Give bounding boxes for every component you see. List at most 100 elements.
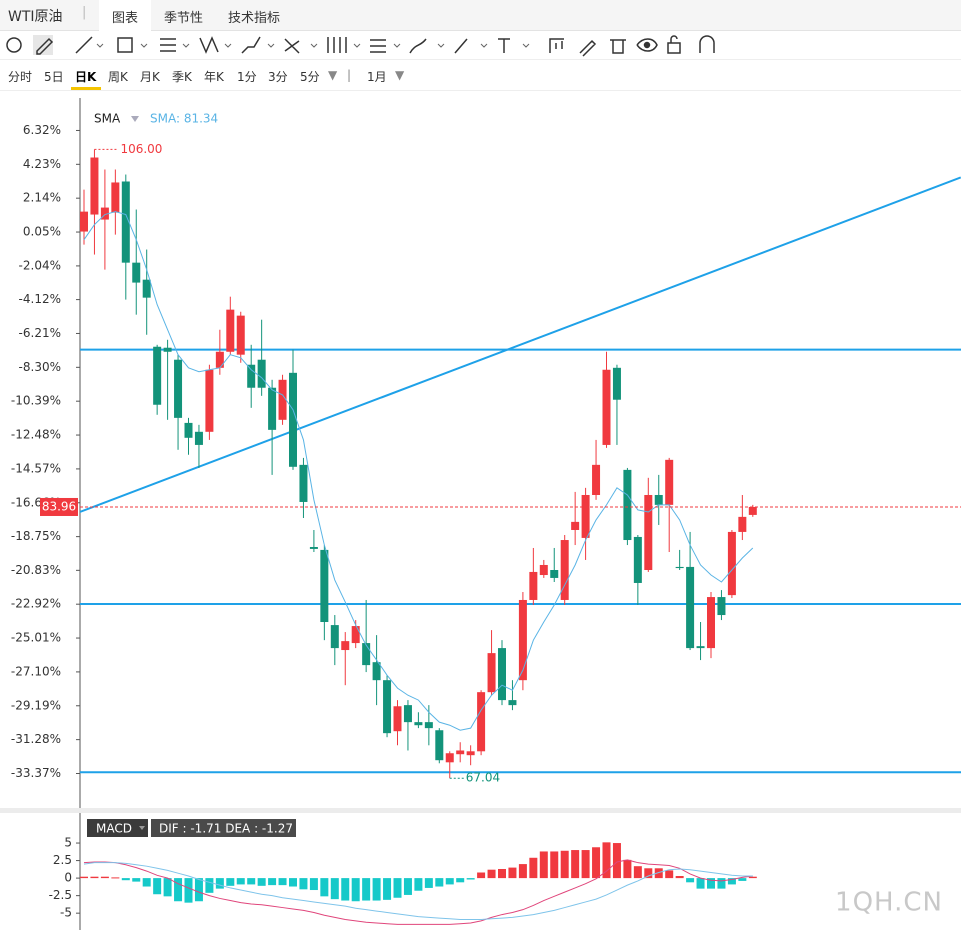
y-tick-label: -20.83% — [11, 563, 61, 577]
candle-body — [372, 662, 381, 681]
period[interactable]: 周K — [108, 70, 128, 84]
candle-body — [748, 506, 757, 515]
macd-bar — [571, 850, 580, 879]
period[interactable]: 季K — [172, 70, 192, 84]
dropdown-arrow[interactable]: ▼ — [395, 68, 405, 82]
macd-bar — [602, 842, 611, 879]
macd-bar — [153, 878, 162, 895]
candle-body — [121, 181, 130, 263]
candle-body — [498, 648, 506, 701]
macd-bar — [748, 876, 757, 879]
last-price-label: 83.96 — [42, 499, 76, 513]
period[interactable]: 月K — [140, 70, 160, 84]
candle-body — [299, 464, 308, 502]
macd-bar — [414, 878, 423, 891]
candle-body — [174, 359, 183, 418]
candle-body — [142, 279, 151, 298]
period[interactable]: 5分 — [300, 70, 320, 84]
macd-bar — [518, 864, 527, 879]
candle-body — [571, 521, 580, 530]
y-tick-label: -4.12% — [19, 292, 61, 306]
macd-bar — [393, 878, 402, 898]
period[interactable]: 3分 — [268, 70, 288, 84]
dropdown-arrow[interactable]: ▼ — [328, 68, 338, 82]
y-tick-label: -8.30% — [19, 360, 61, 374]
macd-bar — [80, 876, 88, 879]
macd-arrow — [139, 826, 145, 830]
macd-bar — [623, 859, 632, 879]
macd-bar — [163, 878, 172, 897]
candle-body — [686, 566, 695, 649]
macd-bar — [529, 857, 538, 879]
y-tick-label: -29.19% — [11, 698, 61, 712]
y-tick-label: -10.39% — [11, 394, 61, 408]
macd-title: MACD — [96, 822, 132, 836]
y-tick-label: 0.05% — [23, 225, 61, 239]
candle-body — [153, 346, 162, 405]
macd-bar — [633, 866, 642, 879]
y-tick-label: 0 — [64, 871, 72, 885]
macd-bar — [477, 872, 486, 879]
macd-bar — [90, 876, 99, 879]
period[interactable]: 5日 — [44, 70, 64, 84]
macd-label-box — [151, 819, 296, 837]
period-active[interactable]: 日K — [75, 70, 97, 84]
period[interactable]: 分时 — [8, 70, 33, 84]
active-tab-bg — [99, 0, 151, 31]
macd-bar — [351, 878, 360, 902]
macd-bar — [257, 878, 266, 886]
y-tick-label: -6.21% — [19, 326, 61, 340]
tab[interactable]: 图表 — [112, 11, 139, 26]
period-bar: 分时 5日 日K 周K 月K 季K 年K 1分 3分 5分 ▼ | 1月 ▼ — [0, 60, 961, 91]
dropdown-arrows — [96, 43, 530, 48]
macd-bar — [539, 851, 548, 879]
macd-bar — [362, 878, 371, 901]
candle-body — [257, 359, 266, 388]
macd-bar — [142, 878, 151, 887]
macd-bar — [299, 878, 308, 890]
low-label: 67.04 — [466, 771, 500, 785]
candle-body — [80, 211, 88, 232]
range[interactable]: 1月 — [367, 70, 387, 84]
candle-body — [383, 680, 392, 734]
macd-bar — [727, 878, 736, 885]
tool-icon[interactable] — [36, 37, 54, 55]
candle-body — [581, 494, 590, 538]
plot — [80, 149, 961, 779]
tool-icon[interactable] — [6, 37, 22, 53]
macd-line — [83, 859, 753, 925]
candle-body — [414, 722, 423, 726]
macd-bar — [205, 878, 214, 893]
candle-body — [518, 599, 527, 681]
macd-bar — [738, 878, 747, 881]
macd-title-box — [87, 819, 148, 837]
indicator-arrow — [131, 116, 139, 122]
candle-body — [351, 626, 360, 644]
macd-bar — [403, 878, 412, 895]
macd-bar — [560, 850, 569, 879]
tab[interactable]: 技术指标 — [228, 11, 281, 26]
candle-body — [205, 369, 214, 432]
tool-icons[interactable] — [75, 35, 715, 57]
candle-body — [184, 422, 193, 438]
y-tick-label: 4.23% — [23, 157, 61, 171]
tab[interactable]: 季节性 — [164, 11, 204, 26]
macd-bar — [226, 878, 235, 886]
y-tick-label: -31.28% — [11, 732, 61, 746]
sma-line — [83, 211, 754, 731]
candle-body — [602, 369, 611, 445]
macd-line — [83, 862, 753, 920]
macd-bar — [383, 878, 392, 900]
macd-bar — [466, 878, 475, 880]
macd-bar — [498, 868, 506, 879]
macd-bar — [592, 847, 601, 879]
period[interactable]: 1分 — [237, 70, 257, 84]
macd-bar — [247, 878, 256, 885]
macd-bar — [215, 878, 224, 889]
macd-bar — [236, 878, 245, 885]
macd-bar — [194, 878, 203, 902]
macd-bar — [717, 878, 726, 889]
period[interactable]: 年K — [204, 70, 224, 84]
high-label: 106.00 — [120, 142, 162, 156]
panel-separator — [0, 808, 961, 813]
